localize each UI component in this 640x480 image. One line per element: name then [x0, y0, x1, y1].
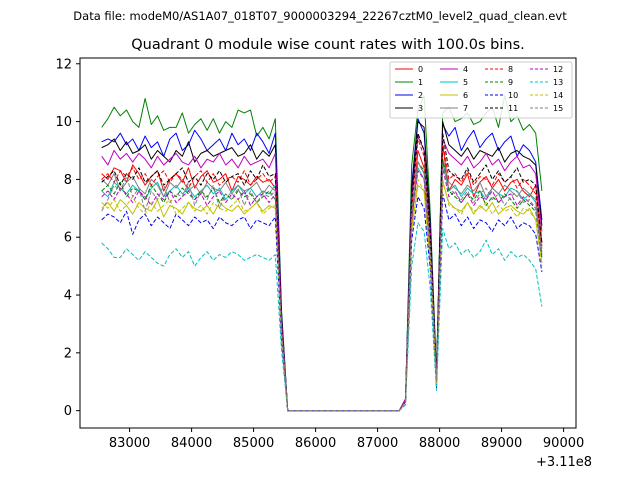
- series-layer: [101, 95, 543, 412]
- chart-suptitle: Data file: modeM0/AS1A07_018T07_90000032…: [73, 9, 567, 23]
- legend-label-9: 9: [508, 78, 513, 87]
- legend-label-13: 13: [553, 78, 563, 87]
- y-tick-label: 12: [55, 57, 72, 72]
- x-tick-label: 87000: [357, 436, 398, 451]
- legend-label-5: 5: [463, 78, 468, 87]
- legend-label-14: 14: [553, 91, 563, 100]
- series-line-15: [101, 161, 543, 412]
- y-tick-label: 10: [55, 115, 72, 130]
- y-tick-label: 8: [64, 173, 72, 188]
- legend-label-10: 10: [508, 91, 518, 100]
- legend-label-0: 0: [418, 65, 423, 74]
- x-tick-label: 90000: [543, 436, 584, 451]
- chart-title: Quadrant 0 module wise count rates with …: [131, 37, 525, 53]
- y-tick-label: 6: [64, 231, 72, 246]
- x-tick-label: 86000: [295, 436, 336, 451]
- legend-label-15: 15: [553, 104, 563, 113]
- legend-label-6: 6: [463, 91, 468, 100]
- legend-label-11: 11: [508, 104, 518, 113]
- plot-area: [79, 57, 577, 429]
- y-axis: 0 2 4 6 8 10 12: [55, 57, 80, 419]
- x-tick-label: 89000: [481, 436, 522, 451]
- legend-label-3: 3: [418, 104, 423, 113]
- series-line-10: [101, 193, 543, 412]
- x-tick-label: 85000: [233, 436, 274, 451]
- x-tick-label: 84000: [171, 436, 212, 451]
- legend-label-1: 1: [418, 78, 423, 87]
- x-axis: 83000 84000 85000 86000 87000 88000 89000 90000: [109, 428, 584, 451]
- legend-box: [389, 61, 573, 119]
- legend-label-2: 2: [418, 91, 423, 100]
- legend-label-8: 8: [508, 65, 513, 74]
- y-tick-label: 2: [64, 346, 72, 361]
- x-offset-label: +3.11e8: [536, 455, 592, 470]
- axes-frame: [79, 57, 577, 429]
- y-tick-label: 4: [64, 289, 72, 304]
- x-tick-label: 83000: [109, 436, 150, 451]
- x-tick-label: 88000: [419, 436, 460, 451]
- legend-label-4: 4: [463, 65, 468, 74]
- y-tick-label: 0: [64, 404, 72, 419]
- legend-label-7: 7: [463, 104, 468, 113]
- legend-label-12: 12: [553, 65, 563, 74]
